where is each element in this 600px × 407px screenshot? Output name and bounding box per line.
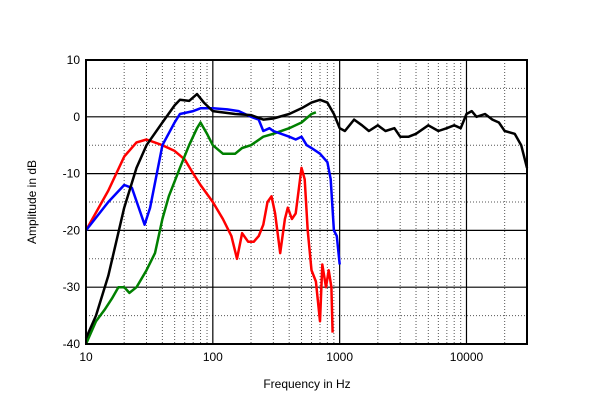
x-axis-label: Frequency in Hz [263, 377, 350, 391]
x-tick-label: 10 [79, 350, 93, 364]
y-axis-label: Amplitude in dB [25, 160, 39, 244]
y-tick-labels: 10 0 -10 -20 -30 -40 [63, 53, 81, 351]
x-tick-label: 10000 [450, 350, 484, 364]
x-tick-labels: 10 100 1000 10000 [79, 350, 483, 364]
y-tick-label: -10 [63, 167, 81, 181]
y-tick-label: 0 [73, 110, 80, 124]
series-line-3 [84, 92, 529, 339]
y-tick-label: -30 [63, 280, 81, 294]
plot-frame [85, 59, 528, 345]
x-tick-label: 1000 [326, 350, 353, 364]
y-tick-label: 10 [67, 53, 81, 67]
series-line-2 [85, 107, 341, 265]
y-tick-label: -40 [63, 337, 81, 351]
series-line-0 [84, 138, 334, 333]
series-group [84, 92, 529, 345]
series-line-1 [84, 111, 317, 345]
x-tick-label: 100 [203, 350, 223, 364]
y-tick-label: -20 [63, 223, 81, 237]
